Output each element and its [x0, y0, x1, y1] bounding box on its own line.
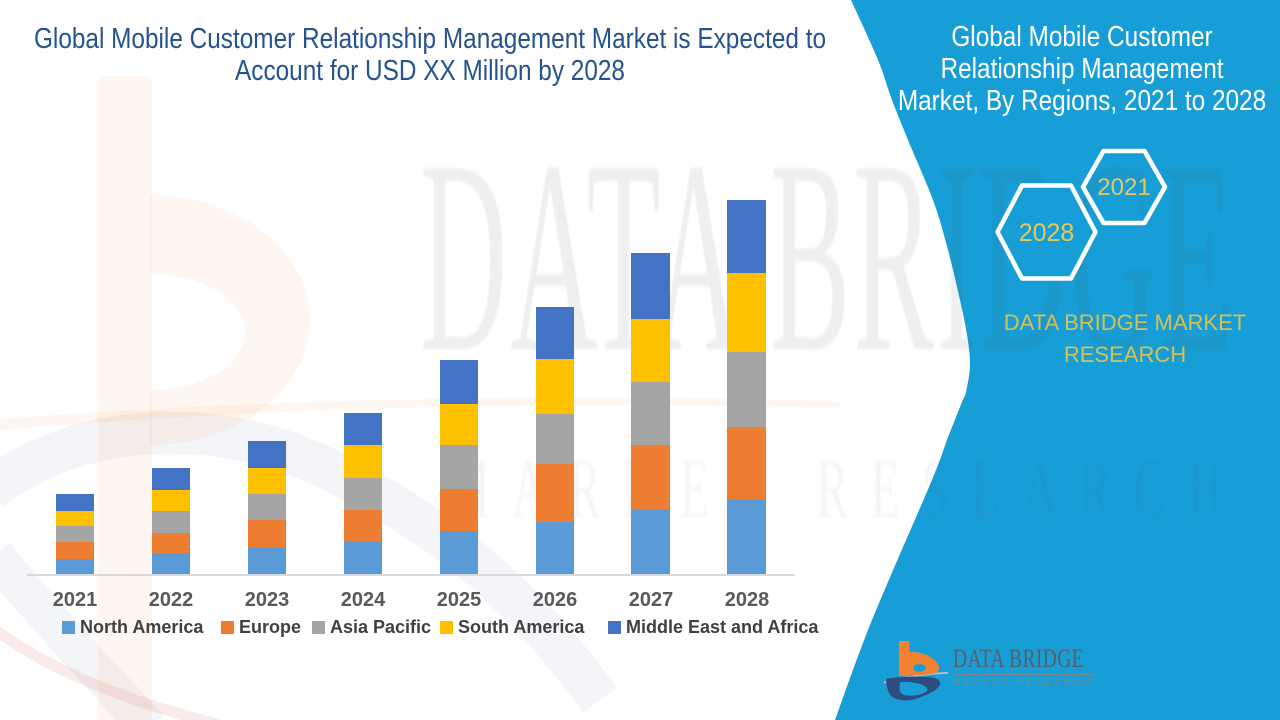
svg-text:2028: 2028 — [1019, 219, 1075, 247]
svg-text:2021: 2021 — [1097, 174, 1150, 201]
